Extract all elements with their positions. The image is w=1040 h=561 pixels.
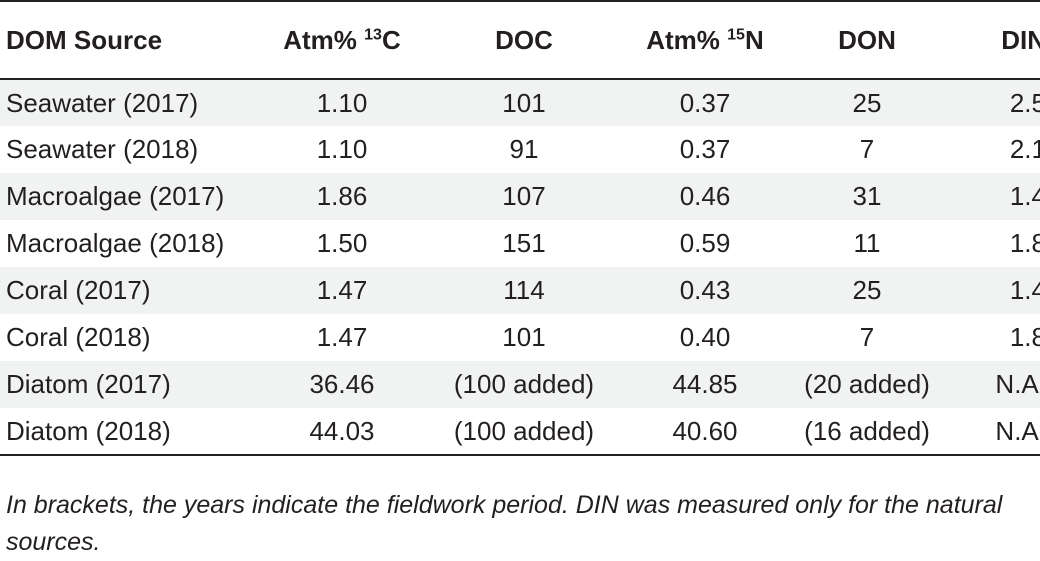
- table-row: Coral (2017) 1.47 114 0.43 25 1.4: [0, 267, 1040, 314]
- table-body: Seawater (2017) 1.10 101 0.37 25 2.5 Sea…: [0, 79, 1040, 455]
- cell-don: (20 added): [804, 369, 930, 399]
- header-don: DON: [838, 24, 896, 55]
- cell-don: 11: [853, 228, 881, 258]
- cell-atm-13c: 44.03: [309, 415, 375, 446]
- cell-don: (16 added): [804, 415, 930, 446]
- table-header: DOM Source Atm% 13C DOC Atm% 15N DON DIN: [0, 1, 1040, 79]
- cell-source: Diatom (2017): [6, 369, 171, 399]
- cell-don: 7: [859, 134, 875, 164]
- header-row: DOM Source Atm% 13C DOC Atm% 15N DON DIN: [0, 1, 1040, 79]
- cell-atm-15n: 0.46: [679, 181, 731, 211]
- header-din: DIN: [1001, 24, 1040, 55]
- cell-atm-13c: 1.50: [316, 228, 368, 258]
- cell-din: 1.4: [1009, 181, 1040, 211]
- header-atm-13c-superscript: 13: [364, 25, 382, 43]
- cell-source: Macroalgae (2017): [6, 181, 225, 211]
- cell-atm-13c: 1.10: [316, 134, 368, 164]
- cell-don: 25: [852, 275, 882, 305]
- table-row: Macroalgae (2017) 1.86 107 0.46 31 1.4: [0, 173, 1040, 220]
- header-atm-15n: Atm% 15N: [622, 1, 788, 79]
- table-row: Coral (2018) 1.47 101 0.40 7 1.8: [0, 314, 1040, 361]
- cell-din: 1.8: [1009, 228, 1040, 258]
- cell-doc: 114: [503, 275, 545, 305]
- cell-source: Seawater (2018): [6, 134, 199, 164]
- cell-don: 25: [852, 87, 882, 118]
- table-row: Seawater (2017) 1.10 101 0.37 25 2.5: [0, 79, 1040, 126]
- header-atm-13c-suffix: C: [381, 24, 401, 55]
- cell-atm-15n: 40.60: [672, 415, 738, 446]
- cell-atm-13c: 1.10: [316, 87, 368, 118]
- table-row: Macroalgae (2018) 1.50 151 0.59 11 1.8: [0, 220, 1040, 267]
- cell-doc: 101: [502, 322, 546, 352]
- header-atm-15n-suffix: N: [744, 24, 764, 55]
- cell-din: 2.1: [1009, 134, 1040, 164]
- cell-atm-13c: 36.46: [309, 369, 375, 399]
- cell-atm-15n: 0.40: [679, 322, 731, 352]
- cell-atm-15n: 0.37: [679, 87, 731, 118]
- cell-doc: 107: [502, 181, 546, 211]
- table-row: Diatom (2018) 44.03 (100 added) 40.60 (1…: [0, 408, 1040, 455]
- cell-atm-13c: 1.47: [316, 275, 368, 305]
- cell-don: 31: [852, 181, 882, 211]
- cell-source: Coral (2017): [6, 275, 151, 305]
- data-table-container: DOM Source Atm% 13C DOC Atm% 15N DON DIN…: [0, 1, 1040, 455]
- cell-source: Diatom (2018): [6, 415, 171, 446]
- cell-doc: 101: [502, 87, 546, 118]
- cell-doc: 151: [502, 228, 546, 258]
- table-row: Seawater (2018) 1.10 91 0.37 7 2.1: [0, 126, 1040, 173]
- header-atm-15n-superscript: 15: [727, 25, 745, 43]
- cell-don: 7: [859, 322, 875, 352]
- cell-atm-15n: 44.85: [672, 369, 738, 399]
- cell-atm-15n: 0.59: [679, 228, 731, 258]
- cell-atm-15n: 0.43: [679, 275, 731, 305]
- cell-din: 1.4: [1009, 275, 1040, 305]
- header-atm-15n-prefix: Atm%: [646, 24, 728, 55]
- cell-doc: (100 added): [453, 415, 595, 446]
- cell-din: 1.8: [1009, 322, 1040, 352]
- cell-din: 2.5: [1009, 87, 1040, 118]
- cell-doc: (100 added): [453, 369, 595, 399]
- cell-doc: 91: [509, 134, 539, 164]
- cell-source: Coral (2018): [6, 322, 151, 352]
- header-dom-source: DOM Source: [6, 24, 163, 55]
- table-row: Diatom (2017) 36.46 (100 added) 44.85 (2…: [0, 361, 1040, 408]
- dom-source-table: DOM Source Atm% 13C DOC Atm% 15N DON DIN…: [0, 1, 1040, 455]
- cell-din: N.A.: [995, 369, 1040, 399]
- cell-source: Seawater (2017): [6, 87, 199, 118]
- header-atm-13c-prefix: Atm%: [283, 24, 365, 55]
- cell-atm-13c: 1.86: [316, 181, 368, 211]
- cell-din: N.A.: [995, 415, 1040, 446]
- cell-source: Macroalgae (2018): [6, 228, 225, 258]
- header-doc: DOC: [495, 24, 553, 55]
- cell-atm-13c: 1.47: [316, 322, 368, 352]
- header-atm-13c: Atm% 13C: [258, 1, 426, 79]
- table-footnote: In brackets, the years indicate the fiel…: [6, 491, 1003, 556]
- cell-atm-15n: 0.37: [679, 134, 731, 164]
